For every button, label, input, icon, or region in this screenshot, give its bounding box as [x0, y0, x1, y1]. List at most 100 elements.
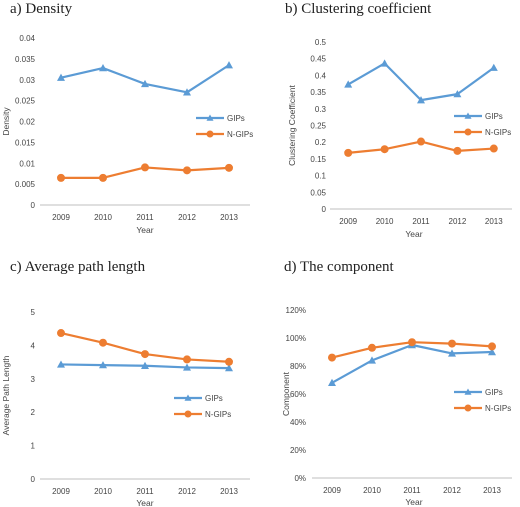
y-tick-label: 0%	[294, 474, 306, 483]
y-tick-label: 0.035	[15, 55, 36, 64]
data-point-gips	[489, 63, 498, 71]
data-point-n-gips	[417, 137, 425, 146]
x-axis-label: Year	[136, 225, 153, 235]
legend-label-gips: GIPs	[227, 114, 245, 123]
y-tick-label: 40%	[290, 418, 306, 427]
y-axis-label: Average Path Length	[1, 355, 11, 435]
legend-label-n-gips: N-GIPs	[227, 130, 253, 139]
data-point-gips	[380, 59, 389, 67]
data-point-n-gips	[141, 163, 149, 172]
y-axis-label: Clustering Coefficient	[287, 85, 297, 166]
data-point-gips	[417, 96, 425, 104]
x-tick-label: 2013	[220, 487, 238, 496]
data-point-gips	[57, 73, 65, 81]
data-point-gips	[225, 61, 233, 69]
x-tick-label: 2010	[94, 213, 112, 222]
y-tick-label: 0.4	[315, 71, 327, 80]
legend-label-n-gips: N-GIPs	[205, 410, 231, 419]
data-point-gips	[448, 349, 456, 357]
legend-marker-gips	[464, 112, 472, 119]
y-tick-label: 3	[31, 375, 36, 384]
y-tick-label: 0.15	[310, 155, 326, 164]
data-point-gips	[141, 361, 149, 369]
y-tick-label: 0.35	[310, 88, 326, 97]
data-point-n-gips	[141, 350, 149, 359]
x-tick-label: 2010	[376, 217, 394, 226]
y-tick-label: 5	[31, 308, 36, 317]
data-point-gips	[368, 356, 376, 364]
y-tick-label: 0.45	[310, 55, 326, 64]
legend-marker-n-gips	[184, 410, 192, 418]
y-tick-label: 0	[322, 205, 327, 214]
y-tick-label: 0.25	[310, 122, 326, 131]
chart-panel-4: d) The component 0% 20% 40% 60% 80% 100% 120% 20…	[281, 259, 512, 507]
data-point-gips	[57, 360, 65, 368]
x-tick-label: 2011	[136, 213, 154, 222]
chart-panel-2: b) Clustering coefficient 0 0.05 0.1 0.15 0.2…	[285, 1, 512, 239]
data-point-n-gips	[448, 339, 456, 348]
data-point-gips	[183, 363, 191, 371]
legend-label-gips: GIPs	[205, 394, 223, 403]
data-point-gips	[99, 361, 107, 369]
y-tick-label: 0.03	[19, 76, 35, 85]
legend-marker-gips	[206, 114, 214, 121]
x-tick-label: 2012	[178, 487, 196, 496]
y-tick-label: 20%	[290, 446, 306, 455]
y-tick-label: 60%	[290, 390, 306, 399]
y-axis-label: Component	[281, 371, 291, 416]
data-point-n-gips	[489, 144, 498, 153]
x-tick-label: 2012	[449, 217, 467, 226]
legend-marker-gips	[184, 394, 192, 401]
chart-panel-3: c) Average path length 0 1 2 3 4 5 2009 2010 2011…	[1, 259, 250, 507]
legend-label-n-gips: N-GIPs	[485, 128, 511, 137]
x-tick-label: 2011	[412, 217, 430, 226]
x-tick-label: 2010	[363, 486, 381, 495]
y-tick-label: 120%	[286, 306, 306, 315]
x-axis-label: Year	[405, 229, 422, 239]
legend-label-n-gips: N-GIPs	[485, 404, 511, 413]
data-point-n-gips	[453, 146, 462, 155]
y-tick-label: 0.01	[19, 159, 35, 168]
data-point-n-gips	[225, 357, 233, 366]
data-point-n-gips	[408, 338, 416, 347]
x-tick-label: 2011	[403, 486, 421, 495]
x-axis-label: Year	[136, 498, 153, 507]
x-tick-label: 2009	[52, 487, 70, 496]
chart-title: b) Clustering coefficient	[285, 1, 432, 17]
series-line-gips	[60, 64, 230, 94]
x-tick-label: 2009	[323, 486, 341, 495]
y-tick-label: 0.2	[315, 138, 327, 147]
data-point-n-gips	[488, 342, 496, 351]
data-point-n-gips	[57, 173, 65, 182]
chart-title: c) Average path length	[10, 259, 146, 275]
y-tick-label: 0.3	[315, 105, 327, 114]
chart-title: a) Density	[10, 1, 73, 17]
data-point-n-gips	[99, 338, 107, 347]
data-point-n-gips	[183, 355, 191, 364]
legend-label-gips: GIPs	[485, 388, 503, 397]
x-tick-label: 2010	[94, 487, 112, 496]
y-tick-label: 100%	[286, 334, 306, 343]
x-tick-label: 2009	[339, 217, 357, 226]
data-point-gips	[225, 364, 233, 372]
chart-panel-1: a) Density 0 0.005 0.01 0.015 0.02 0.025 0.03 0.…	[1, 1, 253, 235]
y-tick-label: 0.05	[310, 188, 326, 197]
data-point-n-gips	[380, 145, 389, 154]
x-tick-label: 2011	[136, 487, 154, 496]
chart-title: d) The component	[284, 259, 395, 275]
y-tick-label: 0.025	[15, 97, 36, 106]
y-tick-label: 0.04	[19, 34, 35, 43]
y-tick-label: 0.1	[315, 172, 327, 181]
data-point-gips	[141, 79, 149, 88]
x-tick-label: 2013	[483, 486, 501, 495]
data-point-gips	[344, 80, 353, 88]
y-tick-label: 4	[31, 341, 36, 350]
data-point-n-gips	[225, 163, 233, 172]
x-tick-label: 2012	[443, 486, 461, 495]
y-tick-label: 0.015	[15, 138, 36, 147]
x-tick-label: 2013	[485, 217, 503, 226]
y-tick-label: 0.005	[15, 180, 36, 189]
x-tick-label: 2009	[52, 213, 70, 222]
data-point-gips	[328, 378, 336, 386]
legend-marker-n-gips	[206, 130, 214, 138]
